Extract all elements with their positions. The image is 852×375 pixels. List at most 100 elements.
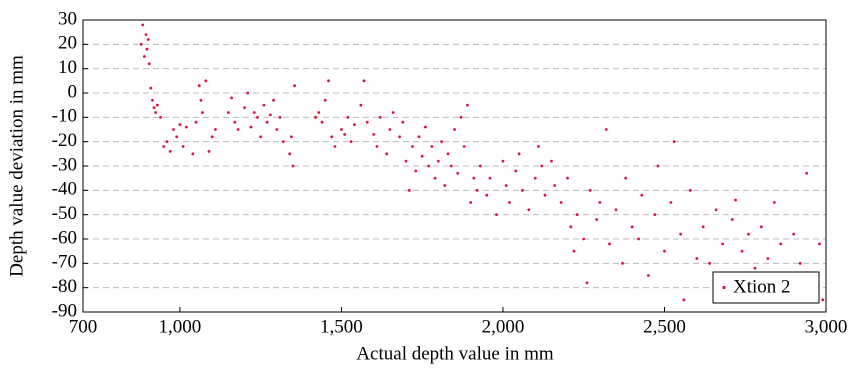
point (701, 225, 705, 229)
point (172, 128, 175, 131)
point (595, 218, 599, 221)
point (275, 128, 279, 131)
point (401, 120, 405, 124)
point (385, 152, 389, 156)
point (404, 159, 408, 163)
point (359, 103, 363, 107)
point (147, 62, 151, 66)
point (375, 145, 379, 148)
point (262, 103, 266, 107)
point (407, 188, 411, 192)
point (550, 159, 553, 163)
y-tick-label: 10 (58, 57, 77, 78)
point (207, 150, 211, 153)
point (520, 188, 524, 192)
point (204, 79, 208, 83)
point (740, 249, 744, 253)
x-tick-label: 1,500 (320, 316, 363, 337)
point (637, 237, 641, 241)
point (243, 106, 246, 109)
point (721, 242, 725, 246)
point (508, 201, 511, 204)
point (388, 128, 392, 131)
point (469, 201, 473, 204)
x-axis-label: Actual depth value in mm (356, 343, 554, 364)
point (168, 150, 172, 153)
point (175, 135, 179, 139)
point (293, 84, 296, 88)
point (730, 218, 734, 221)
point (414, 169, 418, 173)
point (178, 123, 182, 127)
x-tick-label: 2,000 (482, 316, 525, 337)
point (708, 261, 712, 265)
point (181, 145, 185, 148)
y-tick-label: 0 (68, 81, 78, 102)
point (144, 33, 148, 36)
point (608, 242, 611, 246)
x-tick-label: 1,000 (159, 316, 202, 337)
point (346, 115, 350, 119)
point (582, 237, 586, 241)
point (265, 120, 269, 124)
point (323, 98, 327, 102)
point (533, 176, 537, 180)
point (818, 242, 821, 246)
point (159, 115, 162, 119)
point (504, 184, 508, 187)
point (440, 140, 443, 144)
point (585, 281, 589, 285)
point (436, 159, 440, 163)
y-tick-label: -10 (52, 106, 77, 127)
point (154, 111, 158, 114)
point (352, 123, 356, 127)
point (272, 98, 275, 102)
y-tick-label: -60 (52, 227, 77, 248)
point (210, 135, 214, 139)
point (604, 128, 608, 131)
point (478, 164, 482, 168)
point (411, 145, 414, 148)
point (682, 298, 686, 302)
point (624, 176, 628, 180)
point (151, 98, 154, 102)
point (672, 140, 676, 144)
point (197, 84, 201, 88)
point (141, 23, 145, 27)
y-tick-label: -30 (52, 154, 77, 175)
point (759, 225, 763, 229)
point (430, 145, 434, 148)
point (753, 266, 757, 270)
point (501, 159, 505, 163)
point (821, 298, 825, 302)
point (446, 152, 450, 156)
point (420, 154, 424, 158)
point (343, 132, 347, 136)
point (798, 261, 802, 265)
point (320, 120, 324, 124)
point (537, 145, 540, 148)
point (162, 145, 166, 148)
point (327, 79, 330, 83)
plot-frame (82, 19, 827, 313)
point (734, 198, 737, 202)
point (630, 225, 634, 229)
point (679, 232, 683, 236)
y-tick-label: -80 (52, 276, 77, 297)
point (314, 115, 317, 119)
point (365, 120, 369, 124)
point (230, 96, 234, 100)
point (398, 135, 401, 139)
point (514, 169, 518, 173)
point (640, 193, 644, 197)
point (614, 208, 618, 212)
point (378, 115, 382, 119)
point (517, 152, 521, 156)
point (214, 128, 217, 131)
x-tick-label: 700 (69, 316, 98, 337)
point (669, 201, 673, 204)
point (466, 103, 469, 107)
point (165, 140, 169, 144)
point (349, 140, 353, 144)
